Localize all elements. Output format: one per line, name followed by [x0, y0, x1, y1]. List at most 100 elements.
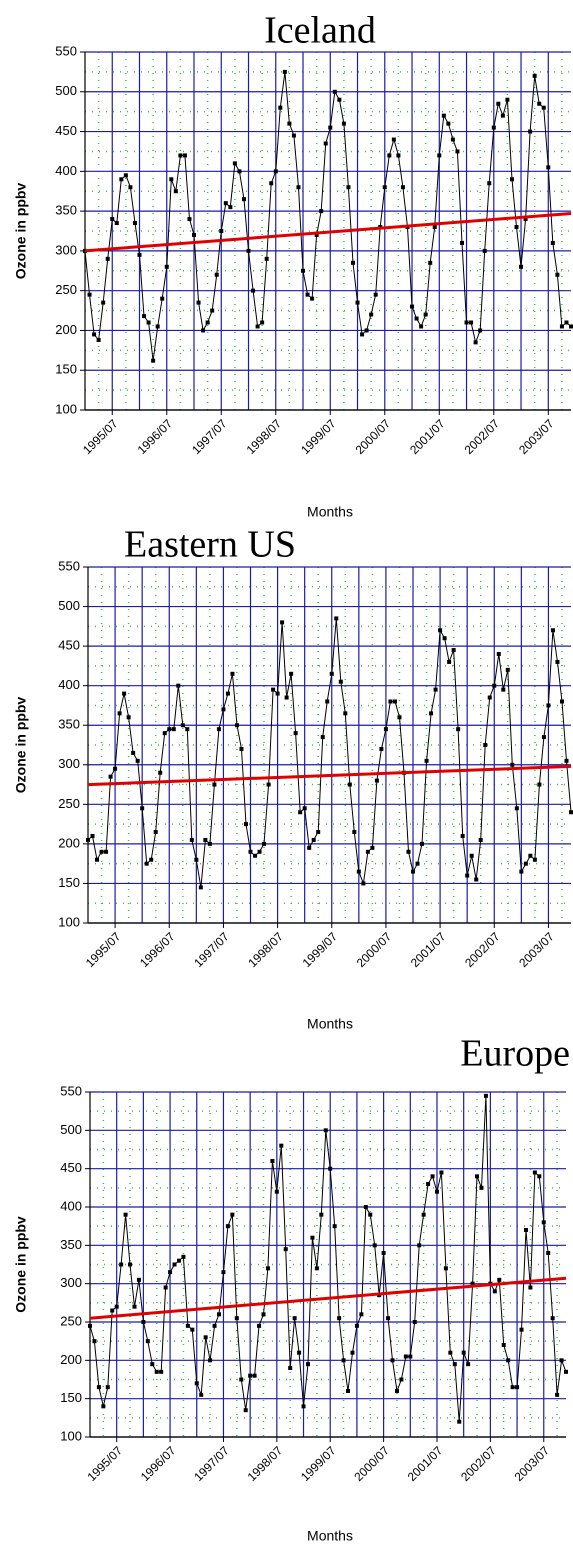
data-point: [559, 324, 564, 329]
data-point: [296, 185, 301, 190]
data-point: [212, 1323, 217, 1328]
data-point: [271, 687, 276, 692]
y-tick-label: 350: [58, 717, 80, 732]
data-point: [369, 312, 374, 317]
data-point: [550, 240, 555, 245]
data-point: [162, 731, 167, 736]
x-tick-label: 2001/07: [407, 416, 448, 457]
data-point: [301, 1404, 306, 1409]
y-tick-label: 200: [58, 835, 80, 850]
data-point: [86, 837, 90, 842]
data-point: [262, 841, 267, 846]
data-point: [465, 873, 470, 878]
data-point: [383, 727, 388, 732]
data-point: [457, 1419, 462, 1424]
data-point: [505, 97, 510, 102]
data-point: [189, 837, 194, 842]
data-point: [257, 1323, 262, 1328]
data-point: [365, 849, 370, 854]
data-point: [96, 1385, 101, 1390]
y-tick-label: 400: [55, 163, 77, 178]
data-point: [128, 1262, 133, 1267]
data-point: [181, 1254, 186, 1259]
data-point: [153, 830, 158, 835]
y-tick-label: 200: [60, 1352, 82, 1367]
data-point: [355, 300, 360, 305]
data-point: [381, 1251, 386, 1255]
data-point: [307, 845, 312, 850]
data-point: [96, 337, 101, 342]
data-point: [253, 853, 258, 858]
data-point: [510, 1385, 515, 1390]
data-point: [528, 129, 533, 134]
data-point: [196, 300, 201, 305]
x-tick-label: 1998/07: [245, 1443, 286, 1484]
data-point: [352, 830, 357, 835]
data-point: [491, 125, 496, 130]
data-point: [437, 153, 442, 158]
data-point: [469, 320, 474, 325]
data-point: [99, 849, 104, 854]
data-point: [497, 1277, 502, 1282]
data-point: [192, 232, 197, 237]
data-point: [532, 73, 537, 78]
x-tick-label: 1996/07: [135, 416, 176, 457]
data-point: [514, 806, 519, 811]
data-point: [278, 105, 283, 110]
data-point: [399, 1377, 404, 1382]
data-point: [519, 869, 524, 874]
data-point: [159, 1369, 164, 1374]
chart-title: Europe: [460, 1033, 570, 1075]
x-tick-label: 2003/07: [516, 416, 557, 457]
x-tick-label: 1998/07: [245, 929, 286, 970]
data-point: [123, 1212, 128, 1217]
data-point: [176, 1258, 181, 1263]
data-point: [550, 628, 555, 633]
data-point: [501, 1343, 506, 1347]
data-line: [87, 618, 572, 888]
data-point: [415, 861, 420, 866]
chart-panel: 100 150 200 250 300 350 400 450 500 550 1995/07 199…: [13, 1033, 570, 1544]
y-tick-label: 400: [58, 677, 80, 692]
data-point: [167, 727, 172, 732]
y-tick-label: 550: [58, 558, 80, 573]
data-point: [432, 225, 437, 230]
data-point: [410, 304, 415, 309]
data-point: [292, 1316, 297, 1321]
y-tick-label: 550: [60, 1083, 82, 1098]
data-point: [237, 169, 242, 174]
data-point: [350, 260, 355, 265]
data-point: [323, 1128, 328, 1133]
data-point: [135, 758, 140, 763]
data-point: [475, 1174, 480, 1179]
data-point: [537, 1174, 542, 1179]
data-point: [528, 1285, 533, 1290]
y-tick-label: 150: [58, 875, 80, 890]
data-point: [171, 727, 176, 732]
data-point: [523, 217, 528, 222]
y-tick-label: 500: [55, 83, 77, 98]
data-point: [390, 1358, 395, 1363]
data-point: [417, 1243, 422, 1248]
data-point: [105, 256, 110, 261]
data-point: [119, 1262, 124, 1267]
data-point: [310, 1235, 315, 1240]
data-point: [141, 1320, 146, 1324]
data-point: [464, 320, 469, 325]
data-point: [550, 1316, 555, 1321]
data-point: [408, 1354, 413, 1359]
y-tick-label: 500: [60, 1122, 82, 1137]
x-tick-label: 2001/07: [405, 1443, 446, 1484]
data-point: [203, 1335, 208, 1340]
y-tick-label: 150: [55, 362, 77, 377]
data-point: [314, 1266, 319, 1271]
data-point: [221, 1270, 226, 1275]
data-point: [219, 229, 224, 233]
data-point: [194, 1381, 199, 1386]
data-point: [180, 723, 185, 728]
data-point: [275, 691, 280, 696]
data-point: [110, 217, 115, 222]
y-tick-label: 350: [60, 1237, 82, 1252]
y-tick-label: 100: [58, 914, 80, 929]
